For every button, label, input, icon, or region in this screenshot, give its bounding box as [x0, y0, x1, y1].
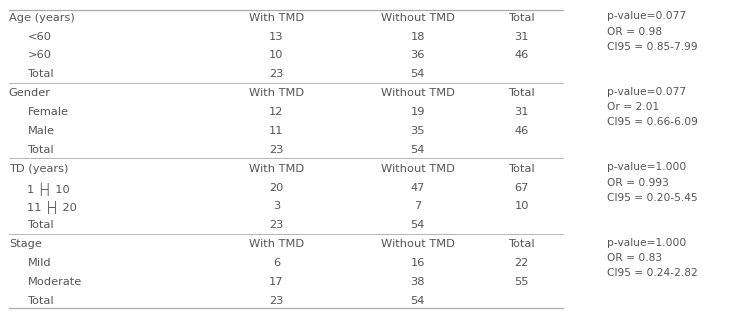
Text: 35: 35 [410, 126, 424, 136]
Text: 3: 3 [273, 201, 280, 212]
Text: Moderate: Moderate [28, 277, 81, 287]
Text: 20: 20 [269, 183, 283, 193]
Text: Gender: Gender [9, 88, 51, 98]
Text: 12: 12 [269, 107, 283, 117]
Text: With TMD: With TMD [249, 239, 304, 249]
Text: 23: 23 [269, 220, 283, 230]
Text: Total: Total [508, 164, 535, 174]
Text: With TMD: With TMD [249, 88, 304, 98]
Text: 47: 47 [410, 183, 424, 193]
Text: 31: 31 [515, 31, 529, 42]
Text: Without TMD: Without TMD [380, 239, 454, 249]
Text: 11: 11 [269, 126, 283, 136]
Text: 54: 54 [410, 145, 424, 155]
Text: 23: 23 [269, 145, 283, 155]
Text: 7: 7 [414, 201, 421, 212]
Text: p-value=0.077
Or = 2.01
CI95 = 0.66-6.09: p-value=0.077 Or = 2.01 CI95 = 0.66-6.09 [607, 87, 698, 127]
Text: 38: 38 [410, 277, 424, 287]
Text: 11 ├┤ 20: 11 ├┤ 20 [28, 201, 78, 215]
Text: <60: <60 [28, 31, 51, 42]
Text: Total: Total [508, 88, 535, 98]
Text: Male: Male [28, 126, 54, 136]
Text: 54: 54 [410, 220, 424, 230]
Text: 67: 67 [515, 183, 529, 193]
Text: 18: 18 [410, 31, 424, 42]
Text: 10: 10 [515, 201, 529, 212]
Text: p-value=1.000
OR = 0.993
CI95 = 0.20-5.45: p-value=1.000 OR = 0.993 CI95 = 0.20-5.4… [607, 162, 698, 203]
Text: Total: Total [28, 69, 54, 79]
Text: 36: 36 [410, 51, 424, 60]
Text: >60: >60 [28, 51, 51, 60]
Text: 16: 16 [410, 258, 424, 268]
Text: Total: Total [28, 220, 54, 230]
Text: Total: Total [28, 296, 54, 306]
Text: With TMD: With TMD [249, 164, 304, 174]
Text: 23: 23 [269, 296, 283, 306]
Text: Female: Female [28, 107, 69, 117]
Text: TD (years): TD (years) [9, 164, 68, 174]
Text: Without TMD: Without TMD [380, 164, 454, 174]
Text: Total: Total [28, 145, 54, 155]
Text: Mild: Mild [28, 258, 51, 268]
Text: 54: 54 [410, 296, 424, 306]
Text: 55: 55 [515, 277, 529, 287]
Text: 1 ├┤ 10: 1 ├┤ 10 [28, 183, 70, 195]
Text: Without TMD: Without TMD [380, 88, 454, 98]
Text: 46: 46 [515, 126, 529, 136]
Text: 54: 54 [410, 69, 424, 79]
Text: Total: Total [508, 239, 535, 249]
Text: 10: 10 [269, 51, 283, 60]
Text: With TMD: With TMD [249, 13, 304, 23]
Text: Total: Total [508, 13, 535, 23]
Text: 13: 13 [269, 31, 283, 42]
Text: 31: 31 [515, 107, 529, 117]
Text: 19: 19 [410, 107, 424, 117]
Text: 46: 46 [515, 51, 529, 60]
Text: Age (years): Age (years) [9, 13, 75, 23]
Text: Without TMD: Without TMD [380, 13, 454, 23]
Text: 23: 23 [269, 69, 283, 79]
Text: 17: 17 [269, 277, 283, 287]
Text: p-value=1.000
OR = 0.83
CI95 = 0.24-2.82: p-value=1.000 OR = 0.83 CI95 = 0.24-2.82 [607, 238, 698, 278]
Text: 22: 22 [515, 258, 529, 268]
Text: Stage: Stage [9, 239, 42, 249]
Text: 6: 6 [273, 258, 280, 268]
Text: p-value=0.077
OR = 0.98
CI95 = 0.85-7.99: p-value=0.077 OR = 0.98 CI95 = 0.85-7.99 [607, 11, 698, 52]
